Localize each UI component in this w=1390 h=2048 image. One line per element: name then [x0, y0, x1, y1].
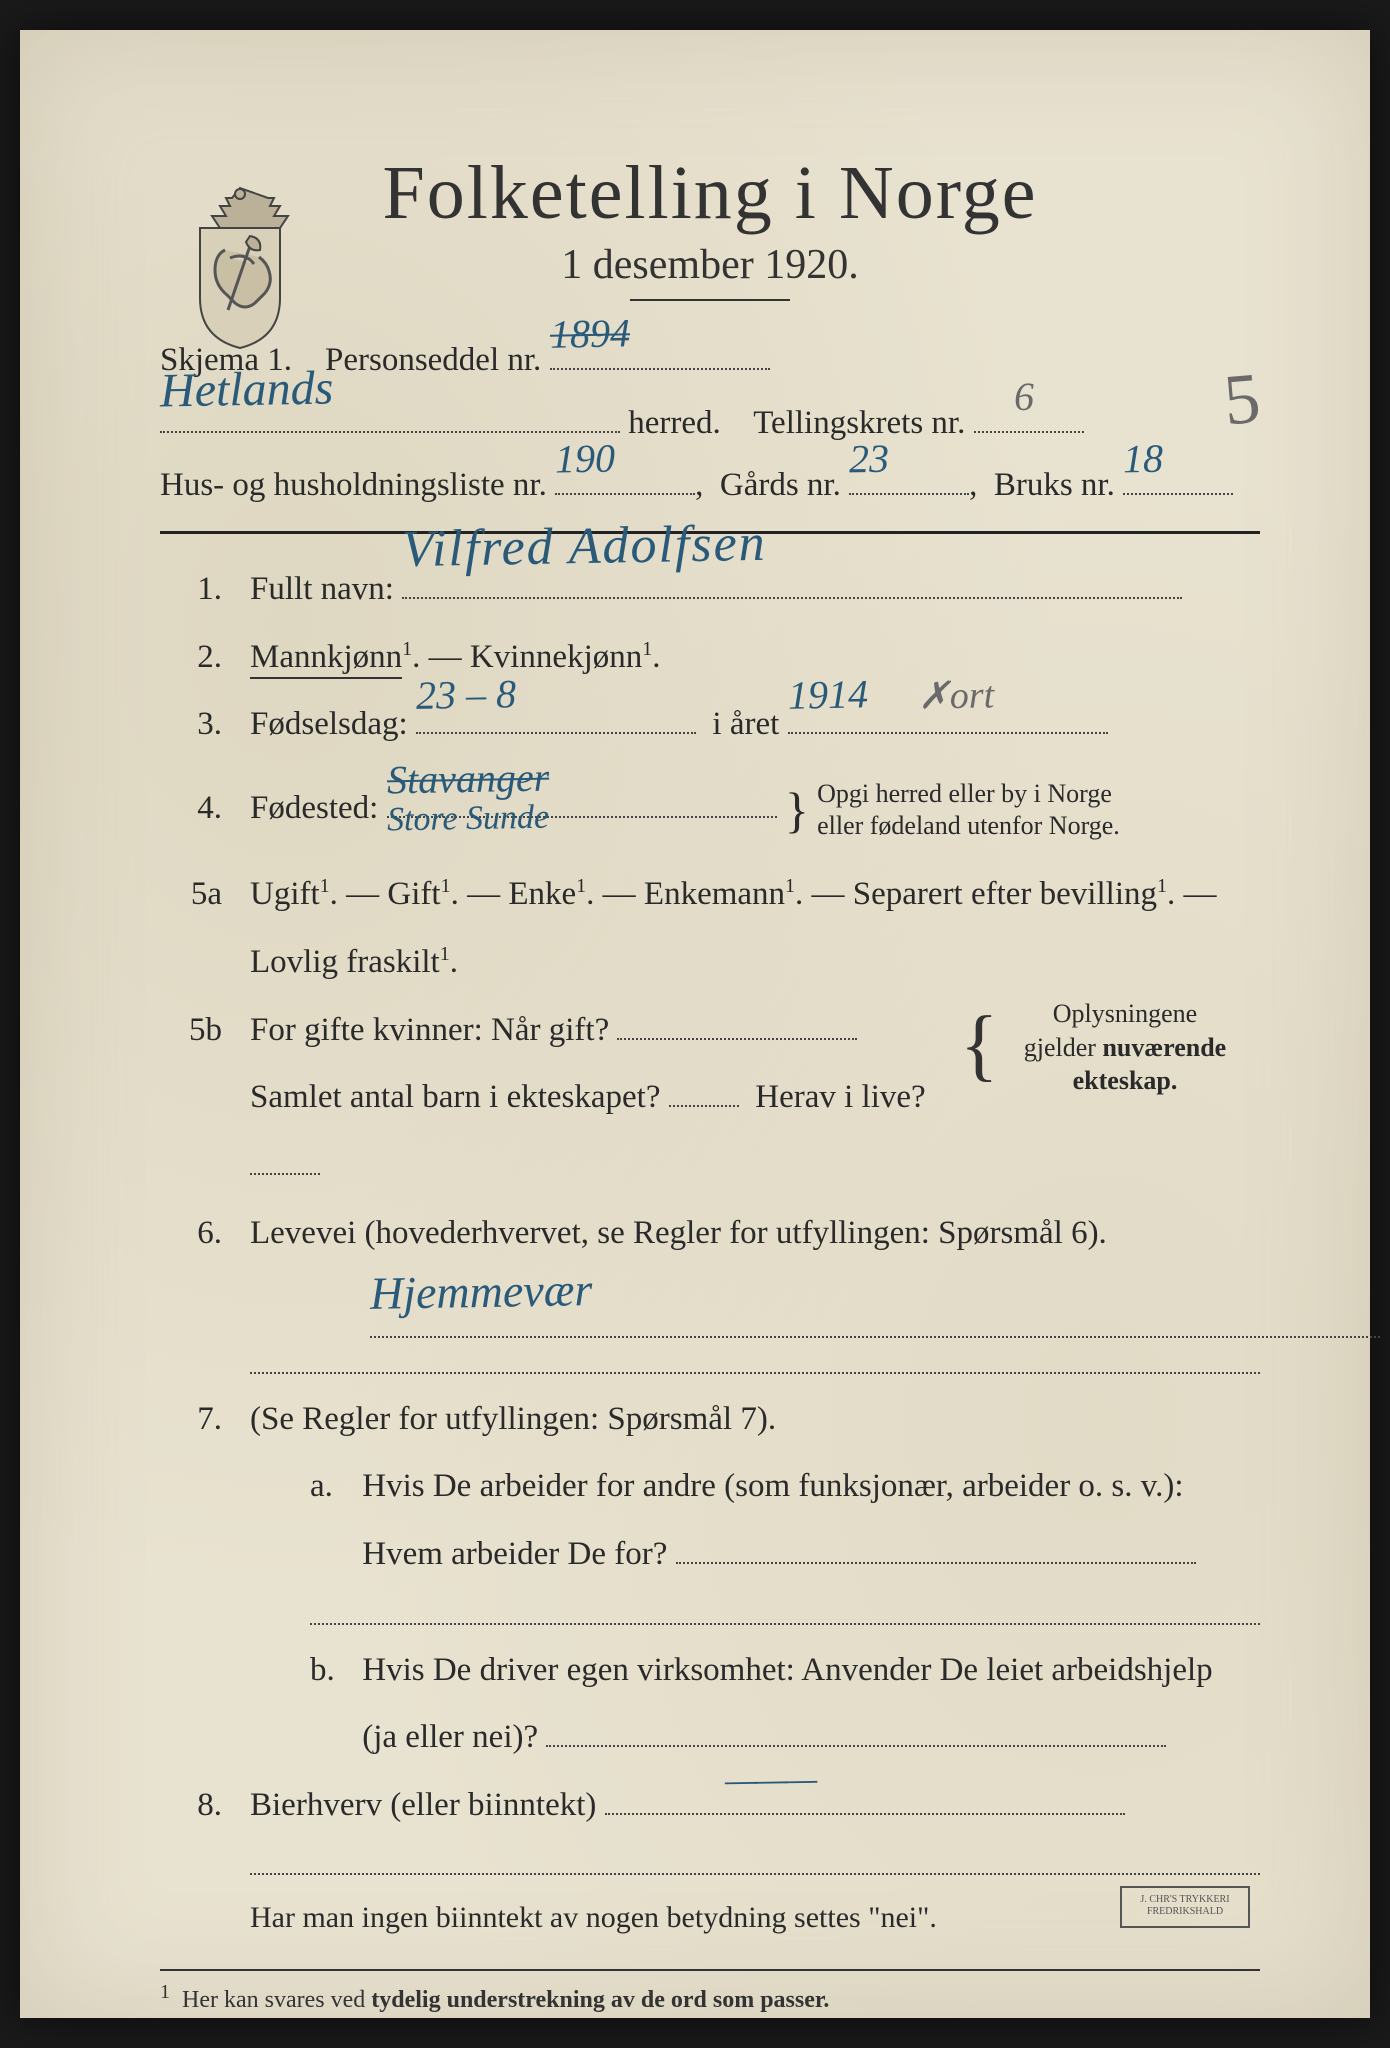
bruks-label: Bruks nr.: [994, 467, 1115, 503]
q3-label: Fødselsdag:: [250, 706, 408, 742]
q3-row: 3. Fødselsdag: 23 – 8 i året 1914 ✗ort: [160, 691, 1260, 759]
census-form-paper: 5 Folketelling i Norge 1 desember 1920. …: [20, 30, 1370, 2018]
q4-label: Fødested:: [250, 790, 378, 826]
q5b-line2b: Herav i live?: [755, 1079, 925, 1115]
q7a-line2: Hvem arbeider De for?: [362, 1536, 667, 1572]
q6-label: Levevei (hovederhvervet, se Regler for u…: [250, 1215, 1107, 1251]
personseddel-label: Personseddel nr.: [325, 342, 541, 378]
q3-year: 1914: [787, 654, 868, 737]
printer-stamp: J. CHR'S TRYKKERI FREDRIKSHALD: [1120, 1886, 1250, 1928]
q7b-line1: Hvis De driver egen virksomhet: Anvender…: [362, 1652, 1212, 1688]
q3-i-aret: i året: [712, 706, 779, 742]
q3-daymonth: 23 – 8: [415, 653, 516, 737]
q7b-line2: (ja eller nei)?: [362, 1719, 538, 1755]
q5b-line2a: Samlet antal barn i ekteskapet?: [250, 1079, 661, 1115]
personseddel-value: 1894: [549, 295, 630, 372]
q7-num: 7.: [160, 1386, 250, 1454]
q4-note-l1: Opgi herred eller by i Norge: [817, 779, 1112, 808]
q7a-letter: a.: [310, 1453, 354, 1521]
q1-label: Fullt navn:: [250, 571, 394, 607]
q8-label: Bierhverv (eller biinntekt): [250, 1787, 596, 1823]
q5a-num: 5a: [160, 861, 250, 929]
q2-row: 2. Mannkjønn1. — Kvinnekjønn1.: [160, 624, 1260, 692]
q8-value: ———: [724, 1742, 815, 1817]
q1-row: 1. Fullt navn: Vilfred Adolfsen: [160, 556, 1260, 624]
q7-label: (Se Regler for utfyllingen: Spørsmål 7).: [250, 1401, 776, 1437]
q7b-letter: b.: [310, 1637, 354, 1705]
q2-mann: Mannkjønn: [250, 639, 402, 679]
q5a-row: 5a Ugift1. — Gift1. — Enke1. — Enkemann1…: [160, 861, 1260, 996]
herred-value: Hetlands: [159, 342, 334, 436]
q3-num: 3.: [160, 691, 250, 759]
question-list: 1. Fullt navn: Vilfred Adolfsen 2. Mannk…: [160, 556, 1260, 1949]
q5a-opt-0: Ugift: [250, 876, 320, 912]
norwegian-coat-of-arms-icon: [180, 180, 300, 350]
q4-row: 4. Fødested: Stavanger Store Sunde } Opg…: [160, 759, 1260, 862]
header-identifiers: Skjema 1. Personseddel nr. 1894 Hetlands…: [160, 329, 1260, 517]
q8-num: 8.: [160, 1772, 250, 1840]
q4-note-l2: eller fødeland utenfor Norge.: [817, 811, 1120, 840]
q5b-num: 5b: [160, 997, 250, 1065]
bottom-note: Har man ingen biinntekt av nogen betydni…: [250, 1901, 937, 1934]
q6-num: 6.: [160, 1200, 250, 1268]
q6-row: 6. Levevei (hovederhvervet, se Regler fo…: [160, 1200, 1260, 1386]
q5a-opt-2: Enke: [508, 876, 576, 912]
q6-value: Hjemmevær: [369, 1243, 593, 1341]
q5b-row: 5b For gifte kvinner: Når gift? Samlet a…: [160, 997, 1260, 1200]
q4-num: 4.: [160, 775, 250, 843]
subtitle: 1 desember 1920.: [160, 241, 1260, 289]
title-block: Folketelling i Norge 1 desember 1920.: [160, 150, 1260, 301]
footnote: 1 Her kan svares ved tydelig understrekn…: [160, 1981, 1260, 2014]
q5a-opt-1: Gift: [387, 876, 440, 912]
main-title: Folketelling i Norge: [160, 150, 1260, 237]
hushold-value: 190: [554, 421, 615, 498]
title-rule: [630, 299, 790, 301]
herred-label: herred.: [628, 405, 721, 441]
footer-rule: [160, 1969, 1260, 1971]
q5a-opt-4: Separert efter bevilling: [853, 876, 1157, 912]
q5b-brace-note: Oplysningene gjelder nuværende ekteskap.: [990, 997, 1260, 1098]
q2-num: 2.: [160, 624, 250, 692]
bottom-note-row: Har man ingen biinntekt av nogen betydni…: [160, 1887, 1260, 1949]
q1-value: Vilfred Adolfsen: [401, 491, 767, 604]
q7-row: 7. (Se Regler for utfyllingen: Spørsmål …: [160, 1386, 1260, 1772]
gards-value: 23: [848, 421, 889, 498]
q5a-opt-3: Enkemann: [644, 876, 785, 912]
q5a-trailing: Lovlig fraskilt: [250, 944, 440, 980]
q4-value-below: Store Sunde: [386, 783, 549, 856]
q7a-line1: Hvis De arbeider for andre (som funksjon…: [362, 1468, 1183, 1504]
bruks-value: 18: [1122, 421, 1163, 498]
tellingskrets-value: 6: [1013, 359, 1034, 435]
q1-num: 1.: [160, 556, 250, 624]
q8-row: 8. Bierhverv (eller biinntekt) ———: [160, 1772, 1260, 1888]
q5b-line1: For gifte kvinner: Når gift?: [250, 1012, 609, 1048]
q3-year-note: ✗ort: [917, 658, 995, 737]
